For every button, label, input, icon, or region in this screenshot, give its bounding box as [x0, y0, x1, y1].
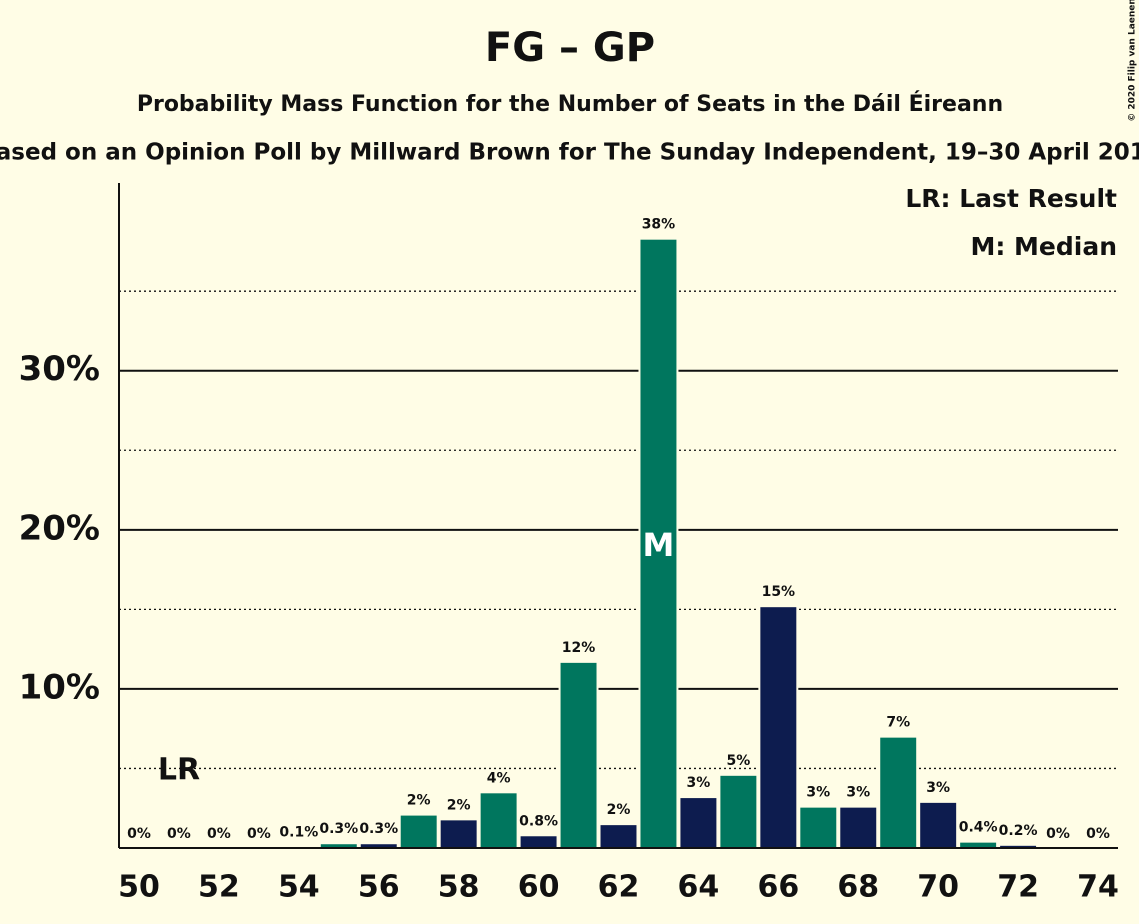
data-label: 5% [726, 753, 750, 769]
bar [438, 818, 479, 850]
bar [598, 823, 639, 849]
data-label: 0% [207, 826, 231, 842]
data-label: 3% [926, 780, 950, 796]
x-tick-label: 74 [1077, 870, 1119, 905]
bar [798, 805, 839, 849]
data-label: 3% [687, 775, 711, 791]
bar [398, 813, 439, 849]
x-tick-label: 68 [837, 870, 879, 905]
x-tick-label: 72 [997, 870, 1039, 905]
data-label: 0.3% [359, 821, 398, 837]
bar [478, 791, 519, 849]
data-label: 3% [846, 785, 870, 801]
x-tick-label: 62 [598, 870, 640, 905]
data-label: 4% [487, 770, 511, 786]
bar [518, 834, 559, 849]
copyright: © 2020 Filip van Laenen [1128, 0, 1138, 122]
data-label: 0.8% [519, 813, 558, 829]
x-tick-label: 58 [438, 870, 480, 905]
data-label: 2% [407, 793, 431, 809]
data-label: 0.3% [319, 821, 358, 837]
data-label: 0.1% [279, 824, 318, 840]
x-tick-label: 64 [678, 870, 720, 905]
data-label: 15% [762, 584, 796, 600]
chart-subtitle: Probability Mass Function for the Number… [137, 91, 1003, 117]
y-tick-label: 10% [19, 667, 100, 707]
last-result-marker: LR [158, 753, 200, 788]
x-tick-label: 56 [358, 870, 400, 905]
data-label: 0% [167, 826, 191, 842]
data-label: 0% [127, 826, 151, 842]
data-label: 3% [806, 785, 830, 801]
bar [838, 805, 879, 849]
data-label: 2% [447, 797, 471, 813]
data-label: 7% [886, 715, 910, 731]
data-label: 0% [1046, 826, 1070, 842]
data-label: 0.4% [959, 820, 998, 836]
x-tick-label: 54 [278, 870, 320, 905]
data-label: 0.2% [999, 823, 1038, 839]
data-label: 0% [1086, 826, 1110, 842]
bar [918, 800, 959, 850]
y-tick-label: 30% [19, 349, 100, 389]
chart-title: FG – GP [485, 25, 655, 71]
chart-caption: Based on an Opinion Poll by Millward Bro… [0, 140, 1139, 166]
bar [758, 605, 799, 849]
data-label: 2% [607, 802, 631, 818]
x-tick-label: 66 [757, 870, 799, 905]
median-marker: M [643, 526, 675, 564]
legend-entry: M: Median [970, 232, 1117, 261]
y-tick-label: 20% [19, 508, 100, 548]
bar [718, 773, 759, 849]
x-tick-label: 60 [518, 870, 560, 905]
data-label: 0% [247, 826, 271, 842]
bar [558, 660, 599, 850]
bar [678, 796, 719, 849]
x-tick-label: 50 [118, 870, 160, 905]
x-tick-label: 52 [198, 870, 240, 905]
data-label: 12% [562, 640, 596, 656]
x-tick-label: 70 [917, 870, 959, 905]
data-label: 38% [642, 217, 676, 233]
bar [878, 735, 919, 849]
legend-entry: LR: Last Result [905, 184, 1117, 213]
